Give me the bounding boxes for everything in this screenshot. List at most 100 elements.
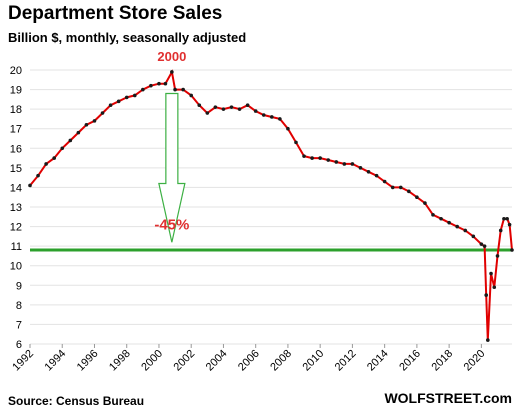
data-point [245, 103, 250, 108]
data-point [407, 189, 411, 194]
x-tick-label: 1992 [10, 348, 36, 374]
data-point [482, 244, 487, 248]
x-tick-label: 2014 [365, 348, 391, 374]
data-point [229, 105, 234, 109]
data-point [44, 162, 48, 166]
grid-lines [30, 69, 512, 345]
data-point [189, 93, 194, 98]
x-tick-label: 2018 [429, 348, 455, 374]
y-tick-label: 15 [10, 163, 22, 175]
data-point [423, 201, 427, 205]
x-axis-ticks: 1992 1994 1996 1998 2000 2002 2004 2006 2008 2010… [10, 344, 487, 373]
data-point [358, 166, 363, 170]
data-point [213, 105, 218, 109]
y-tick-label: 14 [10, 182, 22, 194]
data-point [390, 185, 395, 190]
data-point [132, 93, 137, 98]
data-point [221, 107, 226, 111]
chart-title: Department Store Sales [8, 3, 223, 24]
drop-annotation: -45% [154, 217, 189, 234]
data-point [492, 285, 497, 290]
x-tick-label: 1996 [75, 348, 101, 374]
data-point [302, 154, 306, 158]
data-point [108, 103, 113, 108]
data-point [398, 185, 403, 190]
data-point [124, 95, 129, 100]
data-point [318, 156, 322, 160]
arrow-shape [158, 92, 186, 243]
x-tick-label: 1994 [43, 348, 69, 374]
data-point [463, 228, 468, 233]
data-point [157, 81, 161, 86]
brand-label: WOLFSTREET.com [384, 390, 512, 406]
x-tick-label: 2000 [139, 348, 165, 374]
data-point [471, 234, 476, 239]
data-point [141, 87, 145, 92]
x-tick-label: 2012 [333, 348, 359, 374]
data-point [334, 160, 339, 164]
x-tick-label: 2020 [462, 348, 488, 374]
y-tick-label: 6 [16, 339, 22, 351]
y-tick-label: 17 [10, 124, 22, 136]
data-point [197, 103, 202, 108]
y-tick-label: 8 [16, 300, 22, 312]
data-point [447, 220, 451, 225]
data-point [84, 123, 89, 127]
data-point [415, 195, 419, 200]
data-point [149, 83, 153, 88]
series-markers [28, 70, 514, 342]
data-point [261, 113, 266, 117]
x-tick-label: 2010 [300, 348, 326, 374]
data-point [68, 138, 73, 143]
x-tick-label: 2004 [204, 348, 230, 374]
data-point [100, 111, 105, 115]
data-point [510, 248, 514, 252]
data-point [366, 169, 371, 174]
x-tick-label: 2008 [268, 348, 294, 374]
data-point [502, 216, 506, 221]
data-point [310, 156, 314, 160]
data-point [92, 119, 97, 123]
x-tick-label: 2002 [172, 348, 198, 374]
data-point [479, 242, 484, 246]
data-point [350, 162, 355, 166]
y-tick-label: 12 [10, 222, 22, 234]
data-point [439, 216, 443, 221]
data-point [498, 228, 503, 233]
data-point [28, 183, 32, 188]
data-point [173, 87, 177, 92]
y-tick-label: 19 [10, 85, 22, 97]
data-point [382, 179, 387, 184]
data-point [116, 99, 121, 104]
x-tick-label: 1998 [107, 348, 133, 374]
data-point [163, 81, 168, 86]
data-point [326, 158, 331, 162]
y-tick-label: 9 [16, 280, 22, 292]
y-tick-label: 16 [10, 143, 22, 155]
data-point [455, 224, 459, 229]
data-point [253, 109, 258, 113]
data-point [270, 115, 274, 119]
data-point [486, 338, 490, 342]
data-point [286, 126, 290, 131]
data-point [278, 117, 282, 121]
data-point [507, 222, 512, 227]
data-point [374, 173, 379, 178]
y-tick-label: 7 [16, 319, 22, 331]
decline-arrow [158, 92, 186, 243]
data-point [181, 87, 185, 92]
y-tick-label: 20 [10, 65, 22, 77]
y-tick-label: 10 [10, 261, 22, 273]
x-tick-label: 2016 [397, 348, 423, 374]
source-note: Source: Census Bureau [8, 394, 145, 408]
data-point [170, 70, 174, 74]
y-tick-label: 18 [10, 104, 22, 116]
data-point [505, 216, 509, 221]
data-point [52, 156, 56, 160]
data-point [342, 162, 347, 166]
y-axis-ticks: 6 7 8 9 10 11 12 13 14 15 16 17 18 19 20 [10, 65, 22, 351]
data-point [205, 111, 210, 115]
data-point [495, 254, 500, 258]
data-point [76, 130, 81, 135]
